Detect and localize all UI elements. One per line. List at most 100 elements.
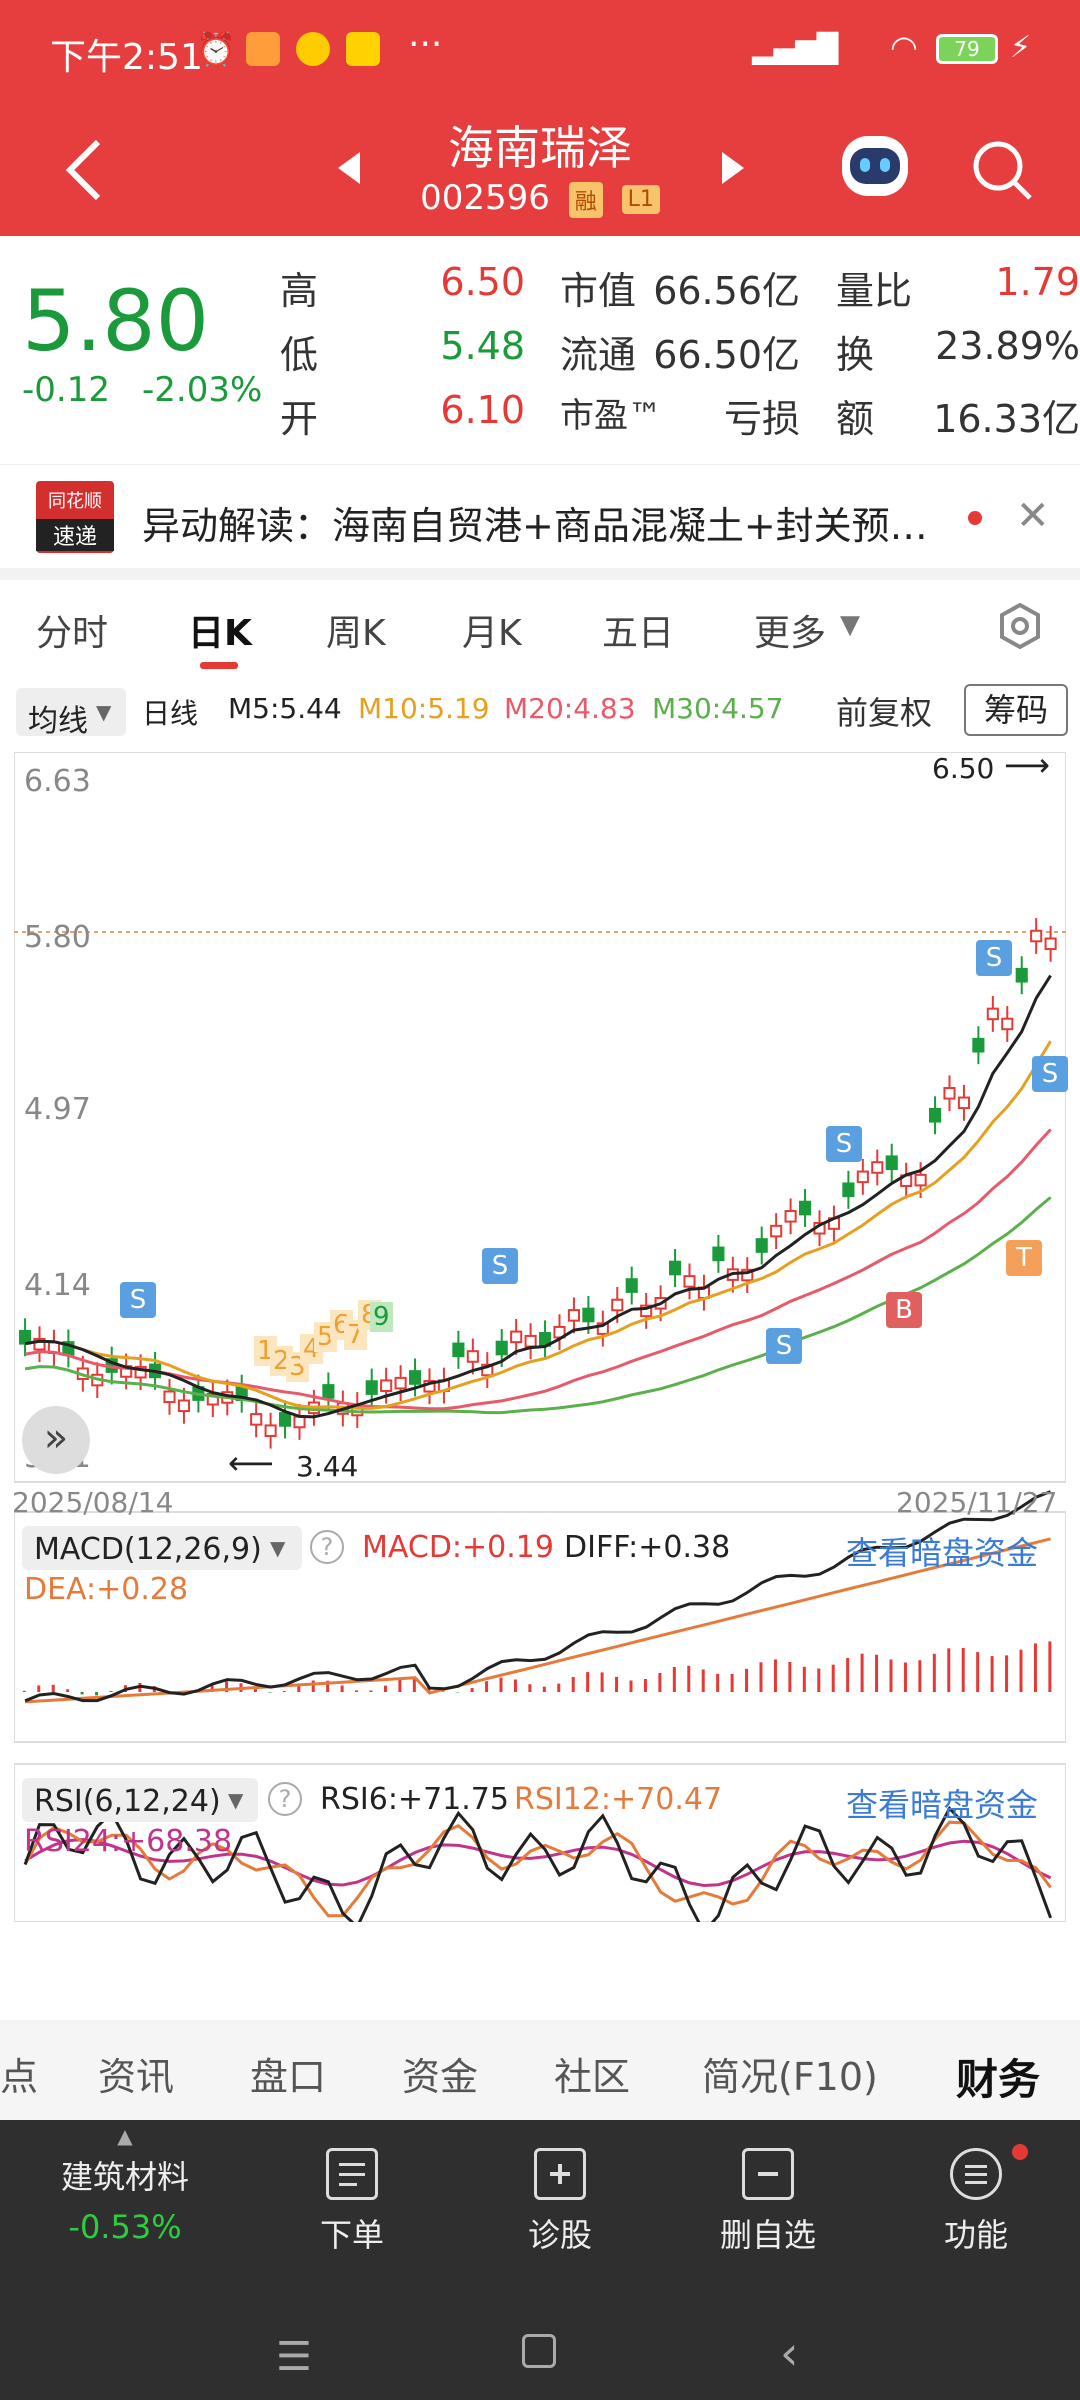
candle — [755, 1238, 768, 1253]
home-icon[interactable] — [522, 2334, 556, 2368]
kline-chart-svg[interactable] — [14, 752, 1066, 1922]
candle — [914, 1173, 927, 1187]
float-label: 流通 — [560, 333, 637, 377]
candle — [466, 1350, 479, 1363]
candle — [842, 1182, 855, 1198]
ma-period: 日线 — [142, 697, 199, 730]
high-marker-label: 6.50 — [932, 752, 995, 785]
tab-finance[interactable]: 财务 — [956, 2055, 1041, 2104]
candle — [322, 1384, 335, 1399]
signal-sell-badge[interactable]: S — [976, 940, 1012, 976]
search-icon[interactable] — [970, 138, 1034, 202]
candle — [1030, 929, 1043, 943]
expand-icon[interactable]: » — [22, 1406, 90, 1474]
rsi24-value: RSI24:+68.38 — [24, 1824, 233, 1859]
period-tabs: 分时 日K 周K 月K 五日 更多 ▼ — [0, 580, 1080, 672]
signal-t-badge[interactable]: T — [1006, 1240, 1042, 1276]
function-button[interactable]: 功能 — [896, 2144, 1056, 2256]
signal-sell-badge[interactable]: S — [120, 1282, 156, 1318]
tab-community[interactable]: 社区 — [554, 2055, 631, 2099]
prev-stock-icon[interactable] — [336, 150, 362, 186]
sector-button[interactable]: ▲ 建筑材料 -0.53% — [0, 2120, 250, 2246]
high-value: 6.50 — [440, 260, 525, 304]
tab-monthly[interactable]: 月K — [462, 613, 522, 654]
meituan-icon — [346, 32, 380, 66]
system-nav-bar: ☰ ‹ — [0, 2320, 1080, 2400]
dark-pool-link[interactable]: 查看暗盘资金 — [846, 1534, 1039, 1572]
news-banner[interactable]: 同花顺 速递 异动解读：海南自贸港+商品混凝土+封关预… ✕ — [0, 464, 1080, 568]
candle — [582, 1307, 595, 1323]
more-notifications-icon: ··· — [408, 24, 443, 65]
settings-icon[interactable] — [996, 602, 1044, 650]
dea-value: DEA:+0.28 — [24, 1572, 189, 1607]
signal-sell-badge[interactable]: S — [766, 1328, 802, 1364]
candle — [856, 1170, 869, 1184]
back-icon[interactable] — [64, 138, 104, 202]
rsi-dropdown[interactable]: RSI(6,12,24) ▼ — [22, 1778, 258, 1822]
candle — [943, 1087, 956, 1100]
price-change: -0.12 — [22, 370, 110, 410]
low-marker-label: 3.44 — [296, 1450, 359, 1483]
diagnose-icon — [534, 2148, 586, 2200]
tab-f10[interactable]: 简况(F10) — [702, 2055, 878, 2099]
candle — [640, 1304, 653, 1318]
alarm-icon: ⏰ — [196, 30, 236, 68]
candle — [380, 1379, 393, 1392]
signal-sell-badge[interactable]: S — [826, 1126, 862, 1162]
signal-buy-badge[interactable]: B — [886, 1292, 922, 1328]
dark-pool-link[interactable]: 查看暗盘资金 — [846, 1786, 1039, 1824]
candle — [1015, 967, 1028, 983]
candle — [611, 1298, 624, 1312]
candle — [365, 1380, 378, 1395]
candle — [596, 1322, 609, 1335]
news-text[interactable]: 异动解读：海南自贸港+商品混凝土+封关预… — [142, 504, 928, 548]
amount-label: 额 — [836, 397, 875, 441]
pe-value: 亏损 — [723, 397, 800, 441]
tab-point[interactable]: 点 — [0, 2055, 39, 2099]
tab-news[interactable]: 资讯 — [98, 2055, 175, 2099]
diagnose-button[interactable]: 诊股 — [480, 2148, 640, 2256]
signal-sell-badge[interactable]: S — [482, 1248, 518, 1284]
signal-icon: ▂▄▆█ — [752, 32, 839, 65]
stock-code-row: 002596 融 L1 — [0, 178, 1080, 218]
robot-assistant-icon[interactable] — [842, 136, 908, 196]
pe-label: 市盈™ — [560, 396, 662, 436]
candle — [409, 1370, 422, 1385]
tab-more[interactable]: 更多 — [754, 613, 827, 654]
ma-mode-dropdown[interactable]: 均线 ▼ — [16, 688, 126, 739]
recent-apps-icon[interactable]: ☰ — [276, 2334, 312, 2380]
tab-weekly[interactable]: 周K — [326, 613, 386, 654]
remove-watchlist-button[interactable]: 删自选 — [688, 2148, 848, 2256]
tab-five-day[interactable]: 五日 — [602, 613, 675, 654]
volume-ratio-value: 1.79 — [995, 260, 1080, 304]
ma30-value: M30:4.57 — [652, 692, 784, 725]
help-icon[interactable]: ? — [310, 1530, 344, 1564]
amount-value: 16.33亿 — [933, 397, 1080, 441]
candle — [567, 1309, 581, 1322]
wifi-icon: ◠ — [890, 28, 918, 66]
weibo-icon — [296, 32, 330, 66]
candle — [452, 1342, 465, 1358]
signal-sell-badge[interactable]: S — [1032, 1056, 1068, 1092]
battery-icon: 79 — [936, 34, 998, 64]
mcap-value: 66.56亿 — [653, 269, 800, 313]
adjust-button[interactable]: 前复权 — [836, 694, 933, 732]
tab-intraday[interactable]: 分时 — [36, 613, 109, 654]
candle — [279, 1412, 292, 1427]
tab-funds[interactable]: 资金 — [402, 2055, 479, 2099]
order-button[interactable]: 下单 — [272, 2148, 432, 2256]
tab-daily[interactable]: 日K — [188, 613, 252, 654]
y-tick-label: 4.97 — [24, 1092, 91, 1127]
rsi6-value: RSI6:+71.75 — [320, 1782, 509, 1817]
unread-dot — [968, 511, 982, 525]
nav-back-icon[interactable]: ‹ — [780, 2326, 799, 2380]
help-icon[interactable]: ? — [268, 1782, 302, 1816]
close-icon[interactable]: ✕ — [1016, 493, 1050, 539]
candle — [929, 1107, 942, 1123]
caret-down-icon: ▼ — [840, 610, 860, 640]
tab-orderbook[interactable]: 盘口 — [250, 2055, 327, 2099]
macd-dropdown[interactable]: MACD(12,26,9) ▼ — [22, 1526, 302, 1570]
next-stock-icon[interactable] — [720, 150, 746, 186]
candle — [250, 1413, 263, 1426]
chips-button[interactable]: 筹码 — [964, 684, 1068, 736]
